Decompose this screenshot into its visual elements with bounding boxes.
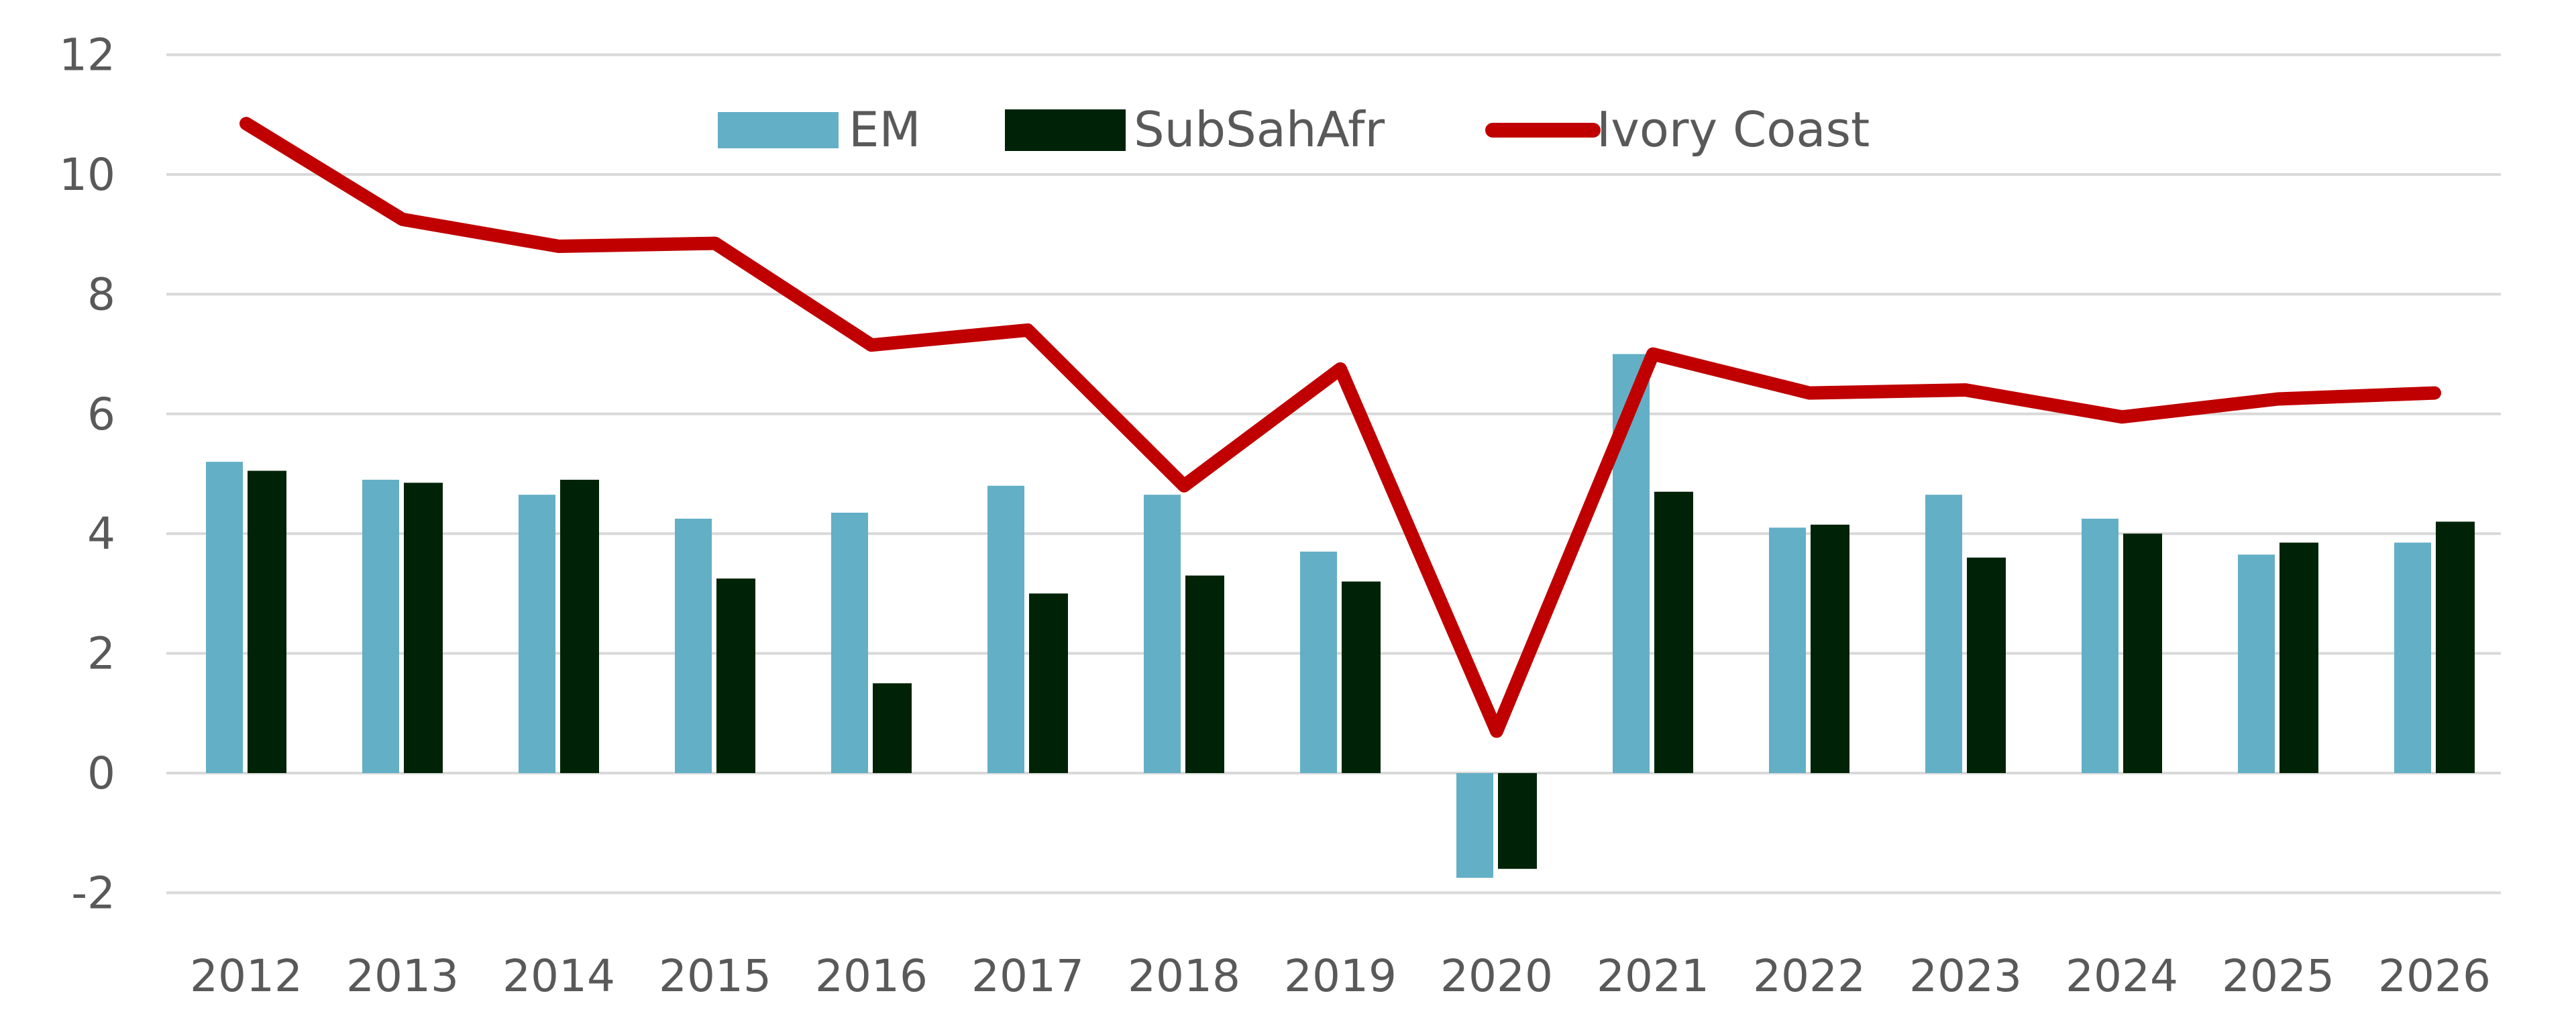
bar-subsahafr-2017: [1029, 593, 1068, 773]
bar-em-2016: [831, 512, 868, 773]
y-tick-label: 10: [59, 149, 115, 201]
y-tick-label: 12: [59, 30, 115, 81]
x-tick-label: 2019: [1284, 950, 1397, 1002]
y-tick-label: -2: [71, 867, 115, 919]
bar-em-2024: [2082, 518, 2118, 773]
point-ivory-coast-2013: [402, 218, 403, 220]
bar-subsahafr-2021: [1654, 491, 1693, 773]
y-tick-label: 4: [87, 508, 115, 560]
bar-em-2022: [1769, 527, 1806, 773]
x-tick-label: 2026: [2378, 950, 2491, 1002]
bar-em-2012: [206, 462, 243, 773]
x-tick-label: 2016: [815, 950, 928, 1002]
x-tick-label: 2023: [1909, 950, 2022, 1002]
bar-em-2015: [675, 518, 712, 773]
bar-subsahafr-2024: [2123, 534, 2162, 773]
x-tick-label: 2020: [1440, 950, 1553, 1002]
x-tick-label: 2015: [659, 950, 771, 1002]
bar-subsahafr-2026: [2436, 521, 2475, 773]
point-ivory-coast-2017: [1027, 329, 1028, 331]
bar-em-2013: [362, 479, 399, 773]
y-tick-label: 0: [87, 748, 115, 799]
line-series: [239, 117, 2441, 738]
x-tick-label: 2018: [1128, 950, 1240, 1002]
bar-subsahafr-2025: [2279, 542, 2318, 773]
x-tick-label: 2024: [2065, 950, 2178, 1002]
point-ivory-coast-2018: [1183, 485, 1185, 487]
bar-subsahafr-2016: [873, 683, 912, 773]
x-tick-label: 2022: [1753, 950, 1866, 1002]
legend-label-subsahafr: SubSahAfr: [1134, 101, 1385, 158]
bar-subsahafr-2012: [248, 470, 286, 773]
legend-swatch-subsahafr: [1005, 109, 1126, 151]
x-tick-label: 2013: [346, 950, 459, 1002]
y-tick-label: 6: [87, 389, 115, 440]
x-tick-label: 2025: [2222, 950, 2334, 1002]
bar-em-2017: [987, 485, 1024, 773]
point-ivory-coast-2015: [714, 242, 716, 244]
bar-subsahafr-2019: [1342, 581, 1381, 773]
y-tick-label: 8: [87, 268, 115, 320]
point-ivory-coast-2023: [1965, 389, 1966, 391]
bar-subsahafr-2020: [1498, 773, 1537, 869]
bar-em-2019: [1300, 551, 1337, 773]
point-ivory-coast-2025: [2277, 398, 2279, 400]
bar-em-2026: [2394, 542, 2431, 773]
bar-subsahafr-2013: [404, 482, 443, 773]
point-ivory-coast-2020: [1496, 730, 1497, 732]
bar-subsahafr-2014: [560, 479, 599, 773]
legend-label-em: EM: [849, 101, 921, 158]
bar-subsahafr-2015: [716, 578, 755, 773]
y-tick-label: 2: [87, 628, 115, 680]
bar-em-2020: [1456, 773, 1493, 878]
x-tick-label: 2017: [971, 950, 1084, 1002]
legend-swatch-em: [718, 112, 839, 148]
bar-em-2023: [1925, 495, 1962, 773]
point-ivory-coast-2012: [246, 123, 247, 125]
y-axis-ticks: -2 0 2 4 6 8 10 12: [59, 30, 115, 919]
bar-subsahafr-2022: [1811, 524, 1849, 773]
bars: [206, 354, 2475, 878]
bar-em-2014: [519, 495, 555, 773]
point-ivory-coast-2019: [1340, 368, 1341, 370]
point-ivory-coast-2016: [871, 344, 872, 346]
x-tick-label: 2014: [502, 950, 615, 1002]
point-ivory-coast-2022: [1809, 392, 1810, 394]
point-ivory-coast-2024: [2121, 416, 2123, 418]
legend: EM SubSahAfr Ivory Coast: [718, 101, 1870, 158]
bar-em-2018: [1144, 495, 1181, 773]
point-ivory-coast-2014: [558, 246, 559, 248]
point-ivory-coast-2026: [2434, 392, 2435, 394]
x-tick-label: 2021: [1597, 950, 1709, 1002]
point-ivory-coast-2021: [1652, 353, 1654, 355]
bar-subsahafr-2018: [1185, 575, 1224, 773]
legend-label-ivory-coast: Ivory Coast: [1597, 101, 1870, 158]
bar-em-2025: [2238, 554, 2275, 773]
x-axis-ticks: 2012 2013 2014 2015 2016 2017 2018 2019 2020 2021…: [190, 950, 2491, 1002]
x-tick-label: 2012: [190, 950, 303, 1002]
bar-subsahafr-2023: [1967, 557, 2006, 773]
